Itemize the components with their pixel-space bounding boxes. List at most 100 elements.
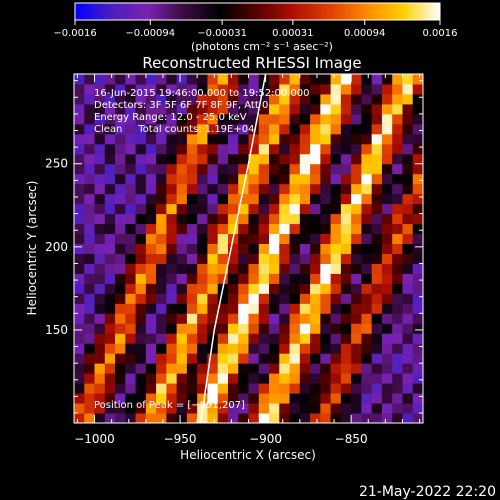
heatmap-cell — [381, 103, 393, 115]
heatmap-cell — [74, 263, 85, 274]
heatmap-cell — [299, 183, 311, 195]
heatmap-cell — [299, 403, 311, 414]
heatmap-cell — [392, 253, 403, 264]
heatmap-cell — [258, 113, 270, 125]
heatmap-cell — [176, 323, 188, 334]
heatmap-cell — [248, 223, 260, 235]
heatmap-cell — [104, 303, 116, 314]
heatmap-cell — [340, 303, 352, 314]
heatmap-cell — [299, 303, 311, 314]
heatmap-cell — [269, 203, 280, 215]
heatmap-cell — [310, 353, 321, 364]
heatmap-cell — [289, 263, 301, 274]
heatmap-cell — [166, 153, 178, 165]
heatmap-cell — [248, 123, 260, 135]
heatmap-cell — [125, 93, 137, 105]
heatmap-cell — [74, 83, 85, 95]
heatmap-cell — [145, 213, 157, 225]
heatmap-cell — [340, 163, 352, 175]
heatmap-cell — [145, 103, 157, 115]
heatmap-cell — [310, 253, 321, 264]
heatmap-cell — [115, 253, 126, 264]
heatmap-cell — [115, 74, 126, 85]
heatmap-cell — [289, 183, 301, 195]
heatmap-cell — [156, 303, 167, 314]
heatmap-cell — [340, 383, 352, 394]
heatmap-cell — [94, 393, 106, 404]
heatmap-cell — [94, 153, 106, 165]
heatmap-cell — [217, 343, 229, 354]
heatmap-cell — [104, 363, 116, 374]
heatmap-cell — [176, 173, 188, 185]
annotation-clean: Clean Total counts: 1.19E+04 — [94, 124, 254, 135]
heatmap-cell — [340, 313, 352, 324]
heatmap-cell — [156, 333, 167, 344]
heatmap-cell — [94, 133, 106, 145]
heatmap-cell — [381, 283, 393, 294]
heatmap-cell — [340, 123, 352, 135]
heatmap-cell — [176, 203, 188, 215]
heatmap-cell — [74, 303, 85, 314]
heatmap-cell — [176, 243, 188, 254]
heatmap-cell — [176, 183, 188, 195]
heatmap-cell — [330, 373, 342, 384]
heatmap-cell — [361, 373, 373, 384]
heatmap-cell — [340, 363, 352, 374]
heatmap-cell — [207, 403, 219, 414]
heatmap-cell — [104, 273, 116, 284]
heatmap-cell — [227, 253, 239, 264]
heatmap-cell — [186, 403, 198, 414]
heatmap-cell — [258, 323, 270, 334]
heatmap-cell — [340, 273, 352, 284]
heatmap-cell — [412, 373, 423, 384]
heatmap-cell — [125, 353, 137, 364]
heatmap-cell — [371, 243, 383, 254]
heatmap-cell — [84, 413, 96, 423]
heatmap-cell — [299, 273, 311, 284]
heatmap-cell — [125, 343, 137, 354]
heatmap-cell — [340, 343, 352, 354]
heatmap-cell — [156, 103, 167, 115]
heatmap-cell — [248, 403, 260, 414]
heatmap-cell — [361, 83, 373, 95]
heatmap-cell — [197, 103, 208, 115]
heatmap-cell — [186, 83, 198, 95]
heatmap-cell — [104, 103, 116, 115]
heatmap-cell — [371, 363, 383, 374]
heatmap-cell — [269, 263, 280, 274]
heatmap-cell — [84, 333, 96, 344]
heatmap-cell — [320, 103, 332, 115]
heatmap-cell — [238, 283, 249, 294]
heatmap-cell — [94, 193, 106, 205]
heatmap-cell — [74, 153, 85, 165]
annotation-block: 16-Jun-2015 19:46:00.000 to 19:52:00.000… — [94, 88, 310, 135]
heatmap-cell — [197, 333, 208, 344]
heatmap-cell — [402, 83, 414, 95]
heatmap-cell — [371, 103, 383, 115]
heatmap-cell — [104, 203, 116, 215]
heatmap-cell — [238, 243, 249, 254]
heatmap-cell — [125, 74, 137, 85]
heatmap-cell — [258, 83, 270, 95]
x-axis-ticks: −1000 −950 −900 −850 — [74, 74, 421, 446]
heatmap-cell — [74, 283, 85, 294]
heatmap-cell — [217, 213, 229, 225]
heatmap-cell — [238, 413, 249, 423]
heatmap-cell — [299, 163, 311, 175]
heatmap-cell — [340, 323, 352, 334]
heatmap-cell — [125, 163, 137, 175]
heatmap-cell — [371, 183, 383, 195]
heatmap-cell — [258, 403, 270, 414]
heatmap-cell — [392, 343, 403, 354]
heatmap-cell — [412, 133, 423, 145]
heatmap-cell — [340, 283, 352, 294]
heatmap-cell — [74, 223, 85, 235]
heatmap-cell — [381, 303, 393, 314]
heatmap-cell — [279, 303, 291, 314]
x-tick-label: −950 — [164, 432, 197, 446]
heatmap-cell — [392, 403, 403, 414]
heatmap-cell — [217, 363, 229, 374]
heatmap-cell — [176, 303, 188, 314]
heatmap-cell — [176, 263, 188, 274]
heatmap-cell — [310, 83, 321, 95]
